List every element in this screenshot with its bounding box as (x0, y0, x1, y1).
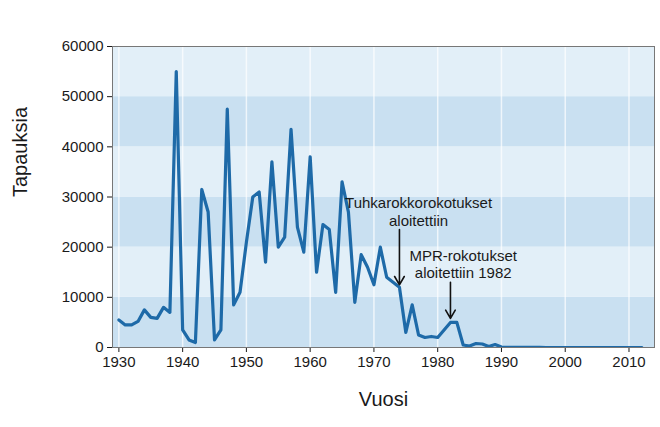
svg-text:60000: 60000 (62, 37, 104, 54)
svg-text:1960: 1960 (293, 353, 326, 370)
svg-text:1940: 1940 (166, 353, 199, 370)
svg-text:10000: 10000 (62, 288, 104, 305)
svg-text:30000: 30000 (62, 188, 104, 205)
svg-text:50000: 50000 (62, 87, 104, 104)
svg-text:1950: 1950 (230, 353, 263, 370)
svg-text:20000: 20000 (62, 238, 104, 255)
svg-text:Tapauksia: Tapauksia (9, 106, 31, 197)
svg-text:40000: 40000 (62, 138, 104, 155)
svg-text:Vuosi: Vuosi (359, 388, 408, 410)
svg-text:1980: 1980 (421, 353, 454, 370)
svg-text:1930: 1930 (102, 353, 135, 370)
svg-text:1970: 1970 (357, 353, 390, 370)
svg-text:Tuhkarokkorokotuksetaloitettii: Tuhkarokkorokotuksetaloitettiin (345, 194, 493, 228)
svg-text:2000: 2000 (549, 353, 582, 370)
svg-text:MPR-rokotuksetaloitettiin 1982: MPR-rokotuksetaloitettiin 1982 (409, 247, 517, 281)
svg-text:1990: 1990 (485, 353, 518, 370)
svg-text:2010: 2010 (612, 353, 645, 370)
svg-text:0: 0 (95, 338, 104, 356)
